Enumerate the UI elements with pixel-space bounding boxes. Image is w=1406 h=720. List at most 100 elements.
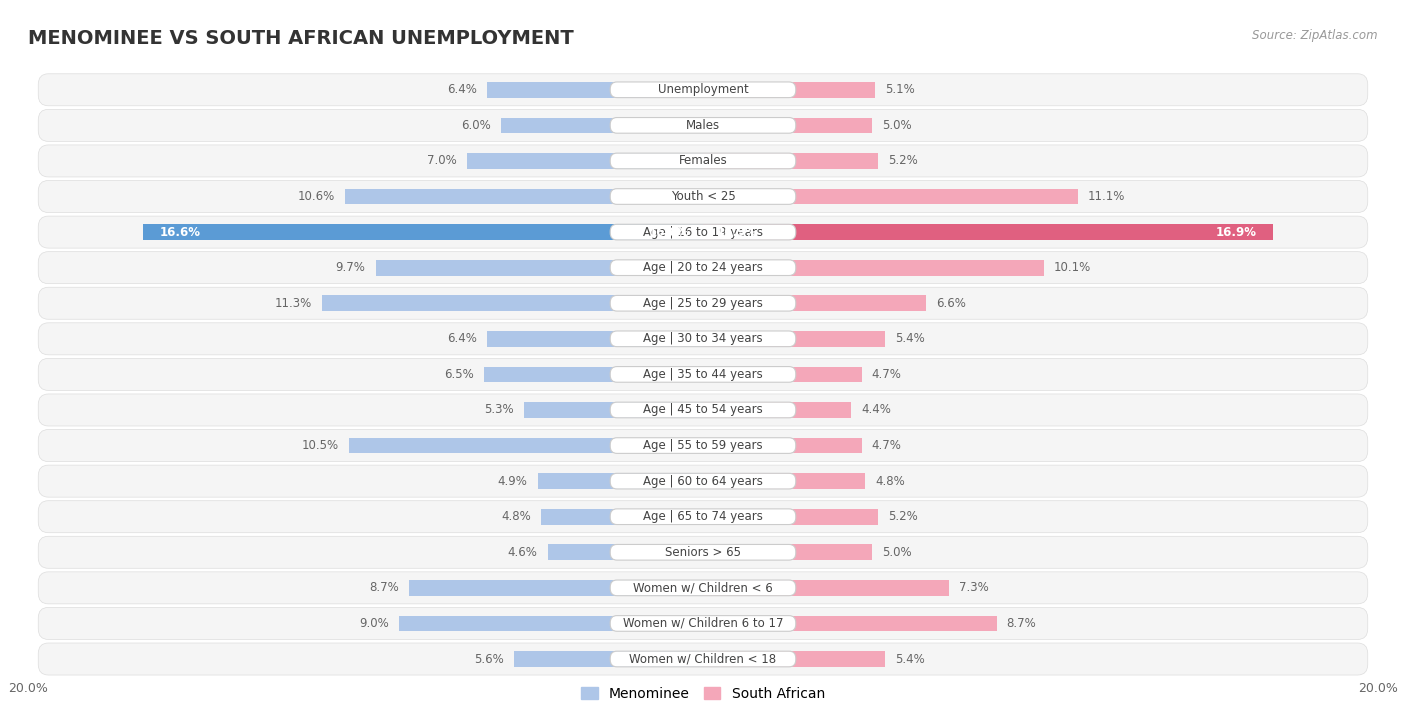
Bar xyxy=(703,82,875,98)
Text: 5.6%: 5.6% xyxy=(474,652,503,665)
Text: 4.8%: 4.8% xyxy=(875,474,905,487)
Text: Age | 45 to 54 years: Age | 45 to 54 years xyxy=(643,403,763,416)
Text: 5.3%: 5.3% xyxy=(485,403,515,416)
Text: 16.6%: 16.6% xyxy=(648,225,689,238)
Bar xyxy=(548,544,703,560)
FancyBboxPatch shape xyxy=(610,366,796,382)
Text: Unemployment: Unemployment xyxy=(658,84,748,96)
Text: 7.3%: 7.3% xyxy=(959,581,990,594)
Text: 4.7%: 4.7% xyxy=(872,439,901,452)
Bar xyxy=(537,473,703,489)
Text: Males: Males xyxy=(686,119,720,132)
FancyBboxPatch shape xyxy=(38,608,1368,639)
FancyBboxPatch shape xyxy=(38,465,1368,497)
FancyBboxPatch shape xyxy=(610,117,796,133)
Text: Age | 30 to 34 years: Age | 30 to 34 years xyxy=(643,333,763,346)
Text: 10.1%: 10.1% xyxy=(1054,261,1091,274)
Bar xyxy=(703,438,862,454)
Bar xyxy=(143,224,703,240)
Bar xyxy=(703,117,872,133)
Text: 5.0%: 5.0% xyxy=(882,546,911,559)
Text: Youth < 25: Youth < 25 xyxy=(671,190,735,203)
Bar xyxy=(484,366,703,382)
FancyBboxPatch shape xyxy=(38,181,1368,212)
FancyBboxPatch shape xyxy=(610,616,796,631)
Bar xyxy=(703,295,925,311)
FancyBboxPatch shape xyxy=(610,260,796,276)
Text: 6.6%: 6.6% xyxy=(936,297,966,310)
Text: 4.7%: 4.7% xyxy=(872,368,901,381)
Text: Age | 35 to 44 years: Age | 35 to 44 years xyxy=(643,368,763,381)
Text: 8.7%: 8.7% xyxy=(1007,617,1036,630)
Text: Age | 25 to 29 years: Age | 25 to 29 years xyxy=(643,297,763,310)
Text: Age | 60 to 64 years: Age | 60 to 64 years xyxy=(643,474,763,487)
Text: Age | 65 to 74 years: Age | 65 to 74 years xyxy=(643,510,763,523)
Bar xyxy=(703,473,865,489)
FancyBboxPatch shape xyxy=(610,544,796,560)
Text: Seniors > 65: Seniors > 65 xyxy=(665,546,741,559)
Bar xyxy=(703,509,879,525)
Text: 4.9%: 4.9% xyxy=(498,474,527,487)
Bar xyxy=(486,82,703,98)
Text: Women w/ Children < 18: Women w/ Children < 18 xyxy=(630,652,776,665)
Bar xyxy=(703,224,1274,240)
Text: 9.0%: 9.0% xyxy=(360,617,389,630)
Text: Age | 55 to 59 years: Age | 55 to 59 years xyxy=(643,439,763,452)
Bar xyxy=(322,295,703,311)
Text: 4.8%: 4.8% xyxy=(501,510,531,523)
FancyBboxPatch shape xyxy=(610,438,796,454)
FancyBboxPatch shape xyxy=(38,287,1368,319)
Text: 8.7%: 8.7% xyxy=(370,581,399,594)
FancyBboxPatch shape xyxy=(610,580,796,595)
FancyBboxPatch shape xyxy=(610,189,796,204)
FancyBboxPatch shape xyxy=(610,82,796,98)
FancyBboxPatch shape xyxy=(38,643,1368,675)
Text: 5.2%: 5.2% xyxy=(889,155,918,168)
Text: Source: ZipAtlas.com: Source: ZipAtlas.com xyxy=(1253,29,1378,42)
Bar xyxy=(703,331,886,346)
FancyBboxPatch shape xyxy=(610,295,796,311)
Text: 5.4%: 5.4% xyxy=(896,333,925,346)
Text: 6.4%: 6.4% xyxy=(447,84,477,96)
FancyBboxPatch shape xyxy=(38,145,1368,177)
FancyBboxPatch shape xyxy=(610,224,796,240)
Text: Females: Females xyxy=(679,155,727,168)
Bar xyxy=(703,580,949,595)
FancyBboxPatch shape xyxy=(38,252,1368,284)
Text: 6.4%: 6.4% xyxy=(447,333,477,346)
Bar xyxy=(703,153,879,168)
FancyBboxPatch shape xyxy=(610,153,796,168)
Text: 9.7%: 9.7% xyxy=(336,261,366,274)
Bar xyxy=(541,509,703,525)
Legend: Menominee, South African: Menominee, South African xyxy=(575,681,831,706)
Bar xyxy=(501,117,703,133)
FancyBboxPatch shape xyxy=(38,359,1368,390)
Text: 16.9%: 16.9% xyxy=(717,225,758,238)
Text: 6.5%: 6.5% xyxy=(444,368,474,381)
Bar xyxy=(703,544,872,560)
Bar xyxy=(409,580,703,595)
Text: 7.0%: 7.0% xyxy=(427,155,457,168)
Text: Age | 16 to 19 years: Age | 16 to 19 years xyxy=(643,225,763,238)
FancyBboxPatch shape xyxy=(38,394,1368,426)
Text: 5.0%: 5.0% xyxy=(882,119,911,132)
Bar xyxy=(467,153,703,168)
Bar xyxy=(346,189,703,204)
Text: 4.6%: 4.6% xyxy=(508,546,537,559)
Bar xyxy=(349,438,703,454)
Bar xyxy=(703,366,862,382)
Bar xyxy=(524,402,703,418)
FancyBboxPatch shape xyxy=(38,73,1368,106)
Text: MENOMINEE VS SOUTH AFRICAN UNEMPLOYMENT: MENOMINEE VS SOUTH AFRICAN UNEMPLOYMENT xyxy=(28,29,574,48)
FancyBboxPatch shape xyxy=(610,402,796,418)
Bar xyxy=(515,651,703,667)
Text: Women w/ Children 6 to 17: Women w/ Children 6 to 17 xyxy=(623,617,783,630)
Bar xyxy=(375,260,703,276)
Bar xyxy=(703,616,997,631)
Bar xyxy=(703,402,852,418)
Bar xyxy=(703,189,1077,204)
Bar xyxy=(703,260,1043,276)
Text: 11.1%: 11.1% xyxy=(1088,190,1125,203)
FancyBboxPatch shape xyxy=(610,331,796,346)
Text: 4.4%: 4.4% xyxy=(862,403,891,416)
